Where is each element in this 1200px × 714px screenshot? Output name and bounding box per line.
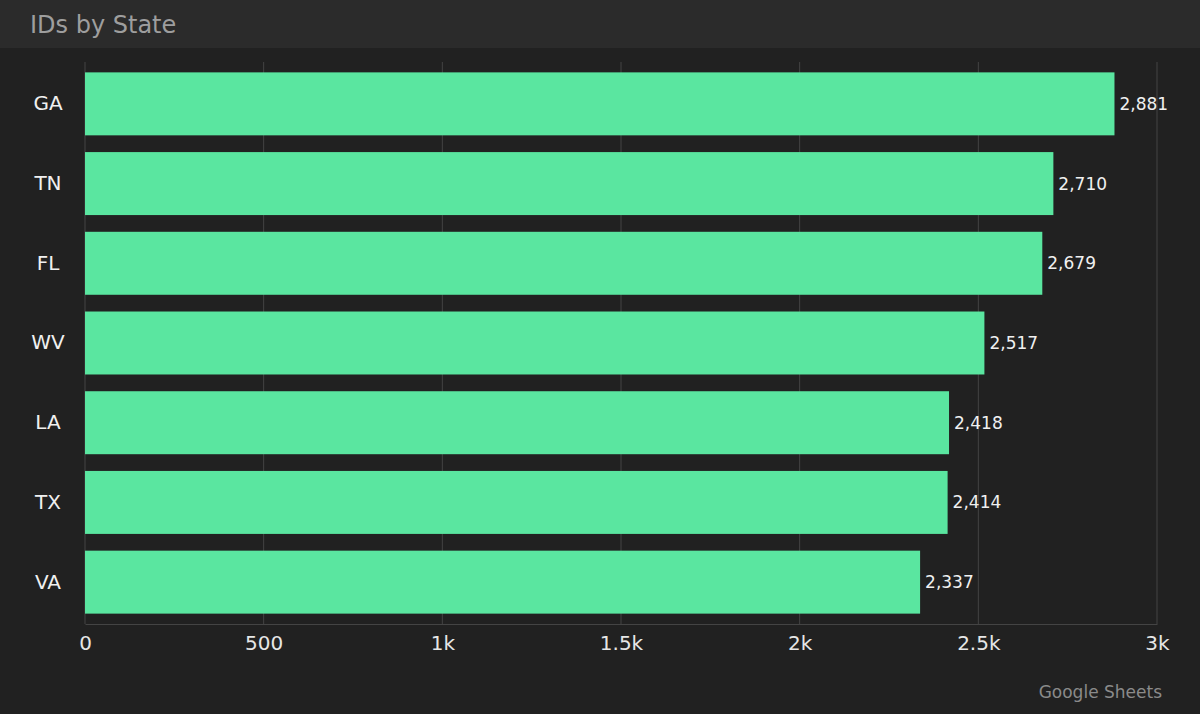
x-tick: 1.5k xyxy=(600,624,644,655)
data-label: 2,337 xyxy=(925,572,974,592)
y-tick: FL xyxy=(37,251,85,275)
data-label: 2,418 xyxy=(954,413,1003,433)
x-tick-label: 1k xyxy=(431,631,456,655)
y-tick-label: VA xyxy=(35,570,61,594)
bar xyxy=(85,551,920,614)
title-bar xyxy=(0,0,1200,48)
y-tick: LA xyxy=(35,410,85,434)
chart: IDs by State 0 500 1k 1.5k 2k 2.5k 3k GA TN FL WV LA… xyxy=(0,0,1200,714)
y-axis: GA TN FL WV LA TX VA xyxy=(31,91,85,593)
y-tick: WV xyxy=(31,330,85,354)
title: IDs by State xyxy=(30,11,176,39)
bar xyxy=(85,152,1053,215)
y-tick-label: GA xyxy=(33,91,62,115)
data-labels: 2,881 2,710 2,679 2,517 2,418 2,414 2,337 xyxy=(925,94,1168,592)
x-tick-label: 2.5k xyxy=(957,631,1001,655)
bar xyxy=(85,232,1042,295)
y-tick: TX xyxy=(34,490,85,514)
x-tick: 0 xyxy=(79,624,92,655)
y-tick-label: LA xyxy=(35,410,61,434)
x-tick: 2k xyxy=(788,624,813,655)
x-tick-label: 3k xyxy=(1145,631,1170,655)
x-axis-line xyxy=(86,624,1158,625)
source: Google Sheets xyxy=(1039,682,1163,702)
bars xyxy=(85,72,1114,613)
data-label: 2,679 xyxy=(1047,253,1096,273)
x-tick: 2.5k xyxy=(957,624,1001,655)
y-tick-label: TN xyxy=(33,171,61,195)
grid xyxy=(85,62,1157,624)
y-tick-label: TX xyxy=(34,490,61,514)
x-tick-label: 1.5k xyxy=(600,631,644,655)
x-tick-label: 500 xyxy=(245,631,283,655)
x-tick: 1k xyxy=(431,624,456,655)
x-tick: 3k xyxy=(1145,624,1170,655)
x-tick-label: 0 xyxy=(79,631,92,655)
data-label: 2,710 xyxy=(1058,174,1107,194)
data-label: 2,881 xyxy=(1119,94,1168,114)
bar xyxy=(85,312,984,375)
grid-line xyxy=(1157,62,1158,624)
x-axis: 0 500 1k 1.5k 2k 2.5k 3k xyxy=(79,624,1170,655)
data-label: 2,414 xyxy=(953,492,1002,512)
y-tick: VA xyxy=(35,570,85,594)
bar xyxy=(85,72,1114,135)
bar xyxy=(85,391,949,454)
x-tick-label: 2k xyxy=(788,631,813,655)
y-tick: GA xyxy=(33,91,85,115)
background xyxy=(0,0,1200,714)
bar xyxy=(85,471,948,534)
y-tick: TN xyxy=(33,171,85,195)
y-tick-label: WV xyxy=(31,330,65,354)
data-label: 2,517 xyxy=(989,333,1038,353)
x-tick: 500 xyxy=(245,624,283,655)
y-tick-label: FL xyxy=(37,251,61,275)
